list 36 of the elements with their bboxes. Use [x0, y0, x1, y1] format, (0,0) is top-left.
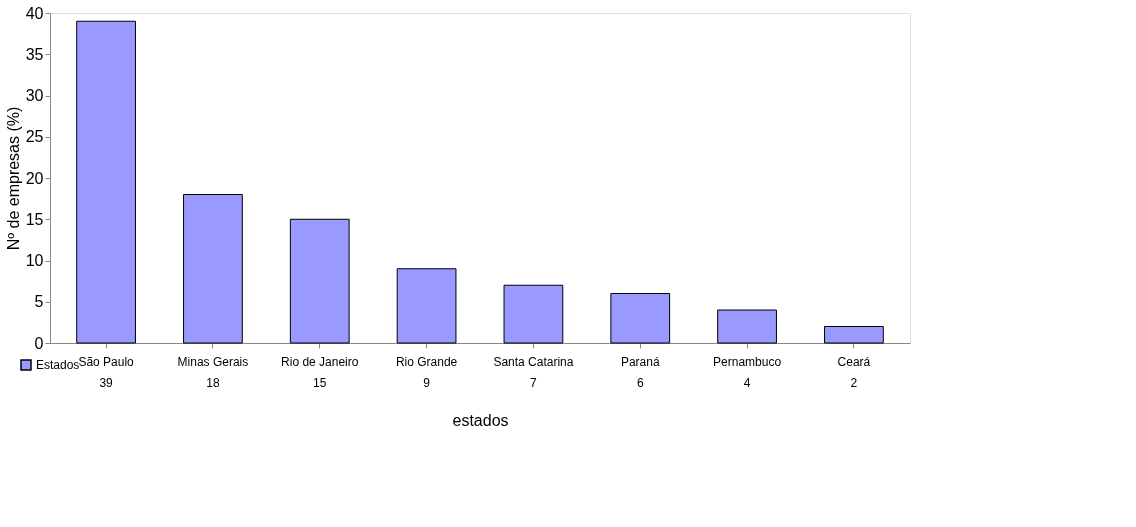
data-label: 6 — [636, 376, 644, 390]
bar — [289, 218, 350, 344]
x-axis-title: estados — [452, 411, 509, 429]
x-tick-label: Pernambuco — [713, 354, 782, 369]
bar — [396, 268, 457, 344]
x-tick-label: Rio Grande — [395, 354, 458, 369]
legend-label: Estados — [36, 358, 80, 372]
bar — [610, 293, 671, 344]
data-label: 15 — [313, 376, 327, 390]
y-axis-title: Nº de empresas (%) — [4, 106, 22, 251]
data-label: 4 — [743, 376, 751, 390]
y-tick-label: 35 — [25, 45, 44, 63]
y-tick-label: 40 — [25, 4, 44, 22]
y-tick-label: 10 — [25, 252, 44, 269]
bar — [76, 20, 136, 344]
bar — [503, 284, 564, 344]
y-tick-label: 30 — [25, 87, 44, 104]
data-label: 9 — [423, 376, 431, 390]
x-tick-label: Ceará — [837, 354, 871, 369]
bar — [717, 309, 777, 344]
x-tick-label: Santa Catarina — [493, 354, 574, 369]
y-tick-label: 15 — [25, 210, 44, 228]
y-tick-label: 0 — [34, 334, 44, 352]
data-label: 39 — [99, 376, 114, 390]
data-label: 2 — [850, 376, 858, 390]
x-tick-label: São Paulo — [78, 354, 135, 369]
y-tick-label: 25 — [25, 128, 44, 146]
data-label: 7 — [530, 376, 538, 390]
bar — [183, 194, 243, 344]
data-label: 18 — [206, 376, 220, 390]
y-tick-label: 5 — [34, 293, 44, 311]
x-tick-label: Minas Gerais — [177, 354, 249, 369]
y-tick-label: 20 — [25, 169, 44, 187]
x-tick-label: Paraná — [620, 354, 660, 369]
bar — [824, 326, 884, 344]
x-tick-label: Rio de Janeiro — [281, 354, 359, 369]
